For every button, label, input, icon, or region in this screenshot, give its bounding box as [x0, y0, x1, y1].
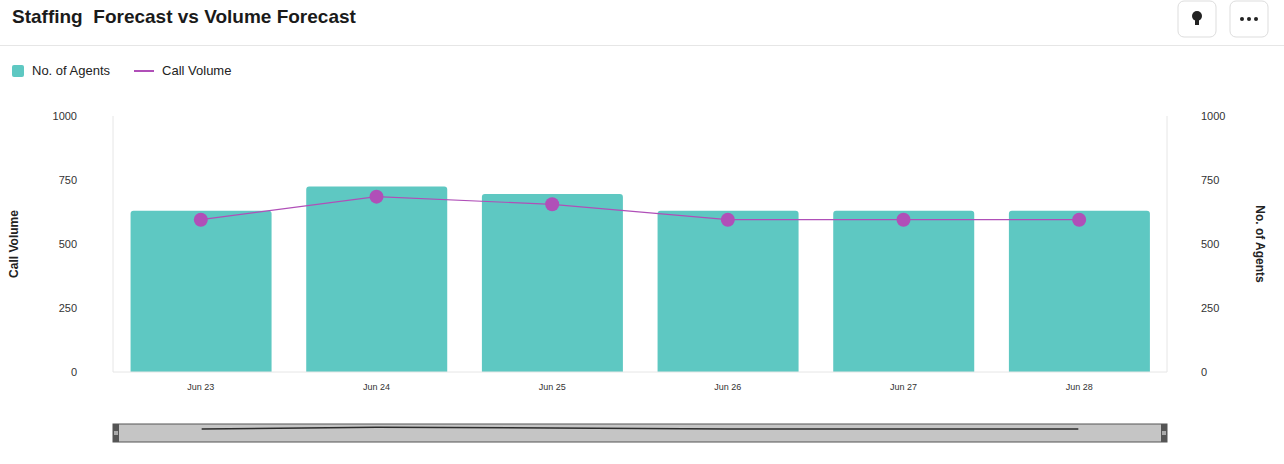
- svg-text:250: 250: [59, 302, 77, 314]
- svg-text:Jun 23: Jun 23: [187, 382, 214, 392]
- svg-text:Jun 25: Jun 25: [539, 382, 566, 392]
- svg-text:Jun 26: Jun 26: [714, 382, 741, 392]
- html-text:Staffing Forecast vs Volume Fo: Staffing Forecast vs Volume Forecast: [12, 6, 356, 27]
- html-text:No. of Agents: No. of Agents: [32, 63, 111, 78]
- svg-text:750: 750: [1201, 174, 1219, 186]
- svg-text:Call Volume: Call Volume: [8, 210, 21, 278]
- svg-text:1000: 1000: [53, 110, 77, 122]
- svg-text:250: 250: [1201, 302, 1219, 314]
- svg-text:0: 0: [1201, 366, 1207, 378]
- svg-text:No. of Agents: No. of Agents: [1253, 205, 1267, 283]
- svg-text:Jun 24: Jun 24: [363, 382, 390, 392]
- svg-text:750: 750: [59, 174, 77, 186]
- svg-text:Jun 28: Jun 28: [1066, 382, 1093, 392]
- svg-text:0: 0: [71, 366, 77, 378]
- svg-text:500: 500: [1201, 238, 1219, 250]
- html-text:Call Volume: Call Volume: [162, 63, 232, 78]
- svg-text:Jun 27: Jun 27: [890, 382, 917, 392]
- svg-text:1000: 1000: [1201, 110, 1225, 122]
- svg-text:500: 500: [59, 238, 77, 250]
